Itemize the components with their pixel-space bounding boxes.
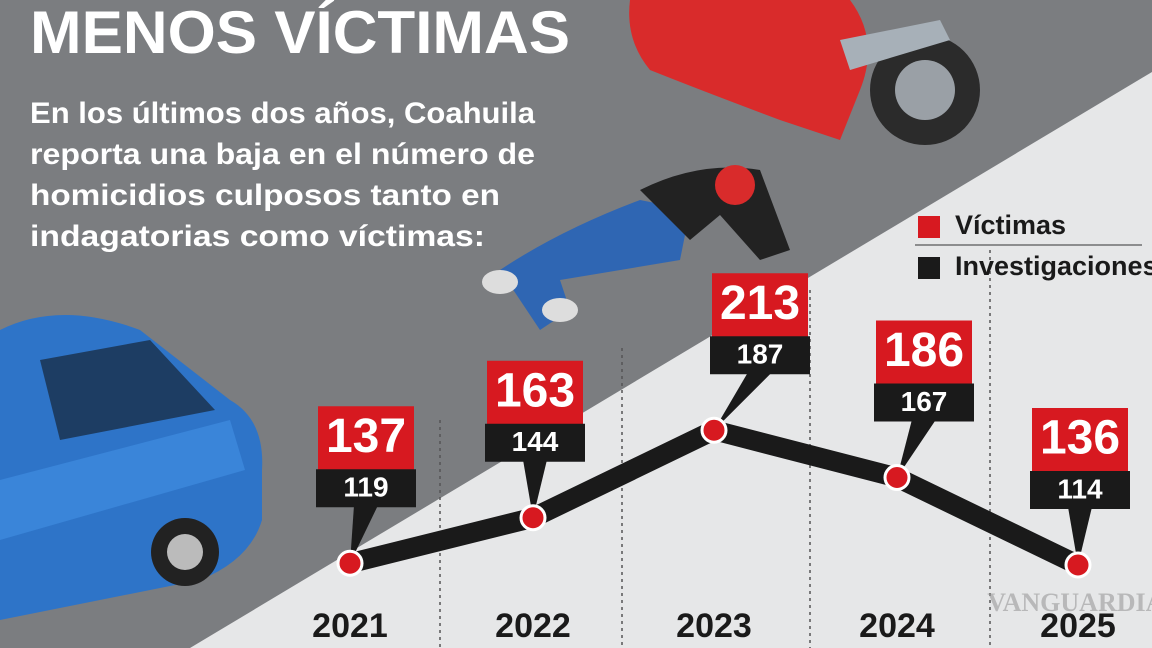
point <box>883 464 911 491</box>
x-tick-label: 2022 <box>495 607 571 645</box>
chart-title: MENOS VÍCTIMAS <box>30 0 570 66</box>
point <box>336 549 364 577</box>
car-illustration <box>0 315 263 620</box>
x-tick-label: 2024 <box>859 607 935 645</box>
rider-illustration <box>482 165 790 330</box>
victims-box <box>876 320 972 385</box>
investigations-label: 144 <box>512 426 559 457</box>
subtitle-line: homicidios culposos tanto en <box>30 179 500 212</box>
victims-box <box>712 273 808 338</box>
victims-label: 186 <box>884 324 964 377</box>
road-light <box>190 72 1152 648</box>
pointer <box>350 505 378 564</box>
victims-box <box>487 360 583 425</box>
watermark: VANGUARDIA MX <box>987 588 1152 617</box>
investigations-box <box>874 383 974 422</box>
point <box>519 504 547 532</box>
pointer <box>523 459 547 518</box>
x-tick-label: 2021 <box>312 607 388 645</box>
investigations-label: 167 <box>901 386 948 417</box>
point <box>700 416 728 444</box>
legend-swatch <box>918 257 940 279</box>
investigations-label: 114 <box>1057 473 1103 504</box>
pointer <box>714 372 772 431</box>
pointer <box>1068 507 1092 565</box>
legend-label: Investigaciones <box>955 251 1152 281</box>
investigations-label: 187 <box>737 339 784 370</box>
legend-swatch <box>918 216 940 238</box>
subtitle-line: reporta una baja en el número de <box>30 138 535 171</box>
investigations-box <box>710 336 810 375</box>
victims-label: 213 <box>720 277 800 330</box>
investigations-box <box>485 423 585 462</box>
investigations-label: 119 <box>343 472 388 503</box>
victims-box <box>318 406 414 471</box>
subtitle-line: indagatorias como víctimas: <box>30 220 485 253</box>
pointer <box>897 419 936 478</box>
motorcycle-illustration <box>629 0 980 145</box>
victims-box <box>1032 408 1128 472</box>
investigations-box <box>1030 471 1130 509</box>
victims-label: 163 <box>495 364 575 417</box>
subtitle-line: En los últimos dos años, Coahuila <box>30 97 535 130</box>
victims-label: 137 <box>326 410 406 463</box>
point <box>1064 551 1092 579</box>
x-tick-label: 2023 <box>676 607 752 645</box>
victims-label: 136 <box>1040 412 1120 465</box>
investigations-box <box>316 469 416 508</box>
x-tick-label: 2025 <box>1040 607 1116 645</box>
legend-label: Víctimas <box>955 210 1066 240</box>
